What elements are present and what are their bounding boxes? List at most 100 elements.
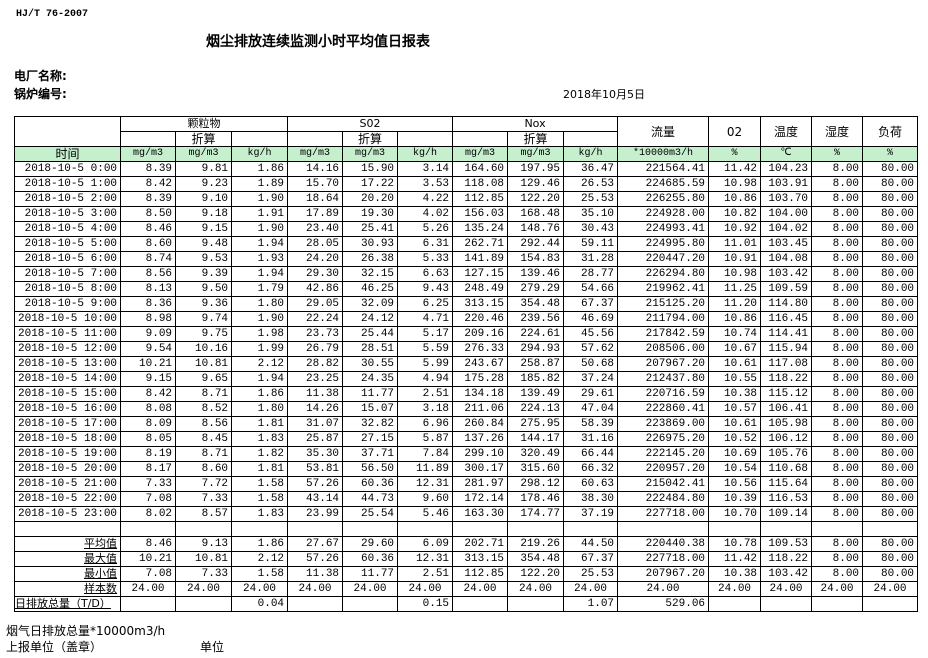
stat-value: 8.00 bbox=[811, 566, 864, 582]
stat-value: 8.46 bbox=[120, 536, 177, 552]
value-cell: 1.90 bbox=[231, 191, 289, 207]
stat-value: 109.53 bbox=[760, 536, 813, 552]
value-cell: 9.48 bbox=[175, 236, 233, 252]
time-header: 时间 bbox=[13, 146, 122, 162]
value-cell: 8.42 bbox=[120, 176, 177, 192]
value-cell: 8.00 bbox=[811, 386, 864, 402]
value-cell: 15.90 bbox=[342, 161, 399, 177]
value-cell: 1.98 bbox=[231, 326, 289, 342]
value-cell: 106.12 bbox=[760, 431, 813, 447]
blank-cell bbox=[13, 116, 122, 147]
value-cell: 114.80 bbox=[760, 296, 813, 312]
blank-cell bbox=[563, 521, 619, 537]
stat-value: 24.00 bbox=[811, 581, 864, 597]
value-cell: 10.39 bbox=[708, 491, 762, 507]
value-cell: 7.72 bbox=[175, 476, 233, 492]
value-cell: 313.15 bbox=[452, 296, 509, 312]
value-cell: 1.90 bbox=[231, 221, 289, 237]
value-cell: 7.84 bbox=[397, 446, 454, 462]
value-cell: 42.86 bbox=[287, 281, 344, 297]
stat-label: 最小值 bbox=[13, 566, 122, 582]
table-row: 2018-10-5 21:00 7.33 7.72 1.58 57.26 60.36 12.… bbox=[13, 476, 919, 492]
time-cell: 2018-10-5 9:00 bbox=[13, 296, 122, 312]
value-cell: 115.94 bbox=[760, 341, 813, 357]
stats-row: 样本数 24.00 24.00 24.00 24.00 24.00 24.00 24.00 24… bbox=[13, 581, 919, 597]
value-cell: 9.09 bbox=[120, 326, 177, 342]
time-cell: 2018-10-5 17:00 bbox=[13, 416, 122, 432]
value-cell: 10.56 bbox=[708, 476, 762, 492]
value-cell: 103.91 bbox=[760, 176, 813, 192]
stats-row: 最大值 10.21 10.81 2.12 57.26 60.36 12.31 313.15 35… bbox=[13, 551, 919, 567]
value-cell: 1.83 bbox=[231, 431, 289, 447]
blank-cell bbox=[397, 131, 454, 147]
value-cell: 10.74 bbox=[708, 326, 762, 342]
value-cell: 1.83 bbox=[231, 506, 289, 522]
stat-value: 24.00 bbox=[452, 581, 509, 597]
value-cell: 215125.20 bbox=[617, 296, 710, 312]
value-cell: 9.10 bbox=[175, 191, 233, 207]
stat-value: 8.00 bbox=[811, 536, 864, 552]
value-cell: 224685.59 bbox=[617, 176, 710, 192]
value-cell: 8.00 bbox=[811, 266, 864, 282]
value-cell: 137.26 bbox=[452, 431, 509, 447]
value-cell: 31.28 bbox=[563, 251, 619, 267]
value-cell: 8.36 bbox=[120, 296, 177, 312]
value-cell: 1.58 bbox=[231, 491, 289, 507]
value-cell: 1.86 bbox=[231, 386, 289, 402]
stat-value: 227718.00 bbox=[617, 551, 710, 567]
value-cell: 134.18 bbox=[452, 386, 509, 402]
value-cell: 109.59 bbox=[760, 281, 813, 297]
value-cell: 220957.20 bbox=[617, 461, 710, 477]
value-cell: 23.99 bbox=[287, 506, 344, 522]
value-cell: 8.60 bbox=[120, 236, 177, 252]
value-cell: 25.41 bbox=[342, 221, 399, 237]
unit-header: ℃ bbox=[760, 146, 813, 162]
blank-cell bbox=[507, 521, 565, 537]
blank-cell bbox=[617, 521, 710, 537]
value-cell: 135.24 bbox=[452, 221, 509, 237]
value-cell: 37.71 bbox=[342, 446, 399, 462]
value-cell: 28.77 bbox=[563, 266, 619, 282]
value-cell: 9.74 bbox=[175, 311, 233, 327]
value-cell: 115.12 bbox=[760, 386, 813, 402]
value-cell: 9.81 bbox=[175, 161, 233, 177]
value-cell: 80.00 bbox=[862, 296, 919, 312]
value-cell: 8.00 bbox=[811, 371, 864, 387]
value-cell: 6.31 bbox=[397, 236, 454, 252]
stat-value: 60.36 bbox=[342, 551, 399, 567]
time-cell: 2018-10-5 7:00 bbox=[13, 266, 122, 282]
value-cell: 299.10 bbox=[452, 446, 509, 462]
value-cell: 10.55 bbox=[708, 371, 762, 387]
unit-header: % bbox=[862, 146, 919, 162]
time-cell: 2018-10-5 8:00 bbox=[13, 281, 122, 297]
value-cell: 8.00 bbox=[811, 281, 864, 297]
value-cell: 9.23 bbox=[175, 176, 233, 192]
stat-value: 80.00 bbox=[862, 566, 919, 582]
daily-total-value bbox=[760, 596, 813, 612]
daily-total-value bbox=[175, 596, 233, 612]
value-cell: 27.15 bbox=[342, 431, 399, 447]
stat-value: 10.81 bbox=[175, 551, 233, 567]
unit-header: mg/m3 bbox=[175, 146, 233, 162]
unit-header: kg/h bbox=[231, 146, 289, 162]
value-cell: 18.64 bbox=[287, 191, 344, 207]
value-cell: 222860.41 bbox=[617, 401, 710, 417]
value-cell: 226294.80 bbox=[617, 266, 710, 282]
value-cell: 116.53 bbox=[760, 491, 813, 507]
stat-value: 10.38 bbox=[708, 566, 762, 582]
value-cell: 23.40 bbox=[287, 221, 344, 237]
daily-total-row: 日排放总量（T/D） 0.04 0.15 1.07 529.06 bbox=[13, 596, 919, 612]
blank-cell bbox=[811, 521, 864, 537]
value-cell: 106.41 bbox=[760, 401, 813, 417]
value-cell: 3.14 bbox=[397, 161, 454, 177]
value-cell: 80.00 bbox=[862, 431, 919, 447]
value-cell: 8.46 bbox=[120, 221, 177, 237]
value-cell: 10.86 bbox=[708, 191, 762, 207]
unit-header: mg/m3 bbox=[507, 146, 565, 162]
value-cell: 8.00 bbox=[811, 491, 864, 507]
unit-header: mg/m3 bbox=[452, 146, 509, 162]
value-cell: 10.98 bbox=[708, 176, 762, 192]
boiler-number-label: 锅炉编号: bbox=[14, 87, 67, 101]
table-row: 2018-10-5 18:00 8.05 8.45 1.83 25.87 27.15 5.8… bbox=[13, 431, 919, 447]
value-cell: 32.09 bbox=[342, 296, 399, 312]
